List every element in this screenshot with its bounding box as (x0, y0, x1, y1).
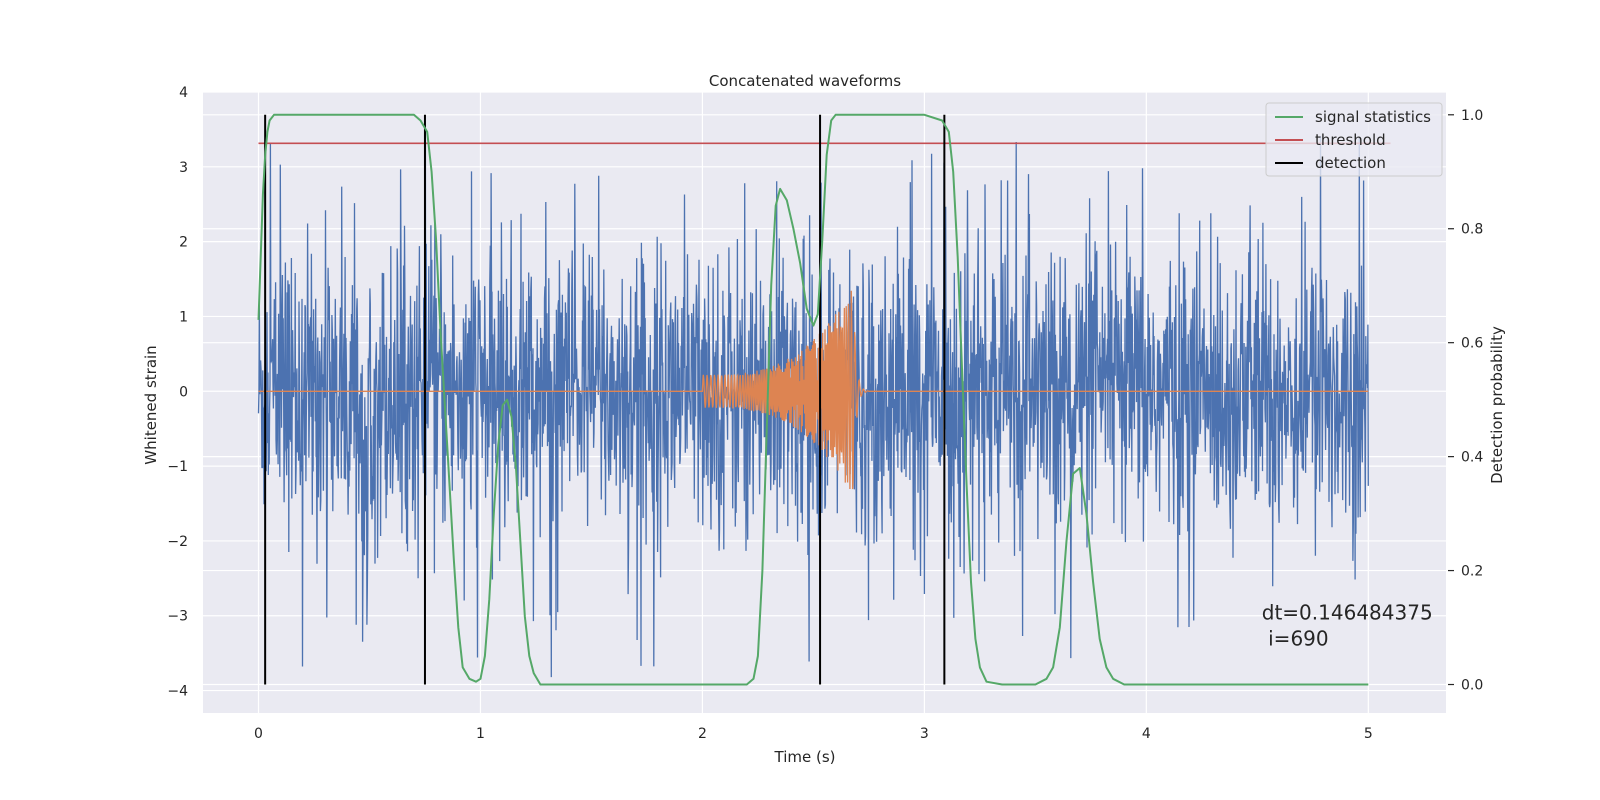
x-tick-label: 1 (476, 726, 485, 742)
annotation-index: i=690 (1262, 627, 1329, 651)
legend-box (1265, 102, 1443, 177)
series-layer (257, 113, 1391, 686)
annotation-group: dt=0.146484375 i=690 (1262, 600, 1433, 650)
y2-tick-label: 0.6 (1461, 336, 1483, 352)
legend-label-signal-statistics: signal statistics (1315, 108, 1431, 126)
y-tick-label: 2 (179, 235, 188, 251)
x-tick-label: 2 (698, 726, 707, 742)
x-tick-label: 3 (920, 726, 929, 742)
annotation-dt: dt=0.146484375 (1262, 600, 1433, 624)
y-tick-label: 3 (179, 160, 188, 176)
y2-tick-label: 0.4 (1461, 450, 1483, 466)
y-tick-label: −2 (167, 534, 188, 550)
legend: signal statistics threshold detection (1265, 102, 1443, 177)
legend-label-threshold: threshold (1315, 131, 1386, 149)
x-tick-label: 0 (254, 726, 263, 742)
x-axis-label: Time (s) (774, 748, 836, 766)
y2-tick-label: 1.0 (1461, 108, 1483, 124)
series-signal-statistics (257, 113, 1369, 686)
y2-axis-label: Detection probability (1488, 326, 1506, 484)
chart-title: Concatenated waveforms (709, 72, 901, 90)
legend-label-detection: detection (1315, 154, 1386, 172)
y2-tick-label: 0.8 (1461, 222, 1483, 238)
y-tick-label: 0 (179, 384, 188, 400)
x-tick-label: 4 (1142, 726, 1151, 742)
x-axis: 0 1 2 3 4 5 (254, 726, 1373, 742)
y-axis-right: 0.0 0.2 0.4 0.6 0.8 1.0 (1448, 108, 1483, 694)
x-tick-label: 5 (1364, 726, 1373, 742)
y-tick-label: −4 (167, 684, 188, 700)
y2-tick-label: 0.0 (1461, 678, 1483, 694)
y2-tick-label: 0.2 (1461, 564, 1483, 580)
y-tick-label: −3 (167, 609, 188, 625)
y-tick-label: −1 (167, 459, 188, 475)
y-axis-left: −4 −3 −2 −1 0 1 2 3 4 (167, 85, 188, 700)
y-tick-label: 4 (179, 85, 188, 101)
y-axis-label: Whitened strain (142, 345, 160, 464)
y-tick-label: 1 (179, 309, 188, 325)
